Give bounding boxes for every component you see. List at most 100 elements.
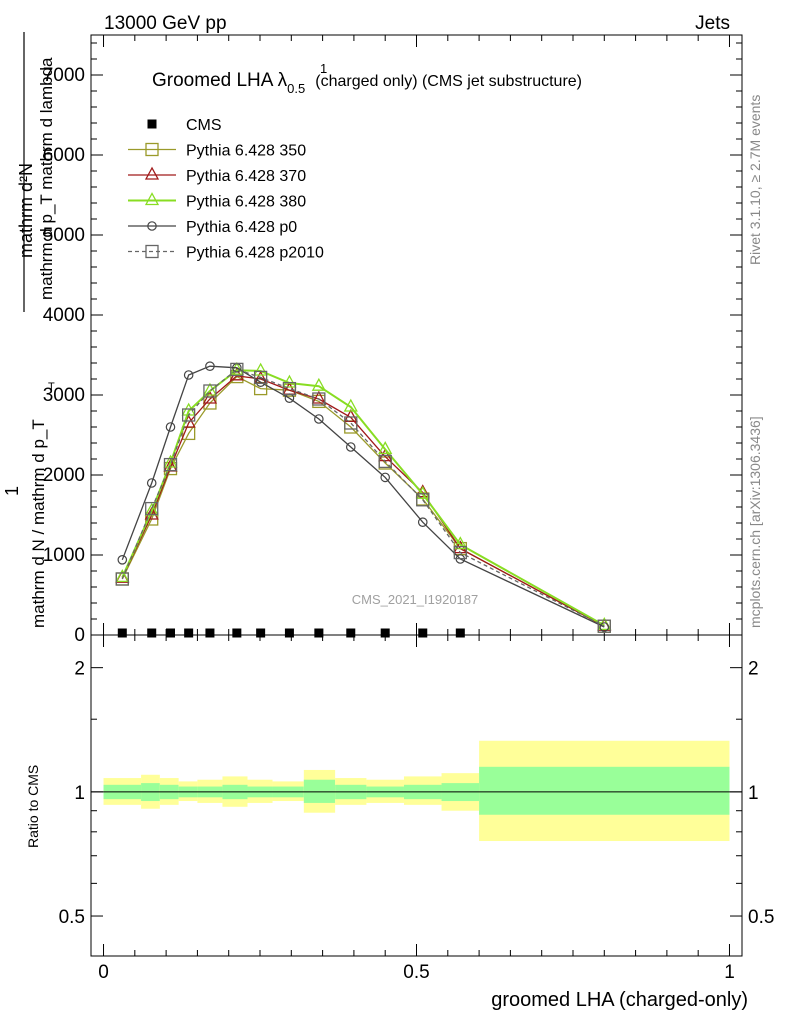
series-3 bbox=[115, 361, 612, 631]
ratio-band-inner bbox=[303, 779, 336, 803]
data-point bbox=[165, 422, 176, 432]
series-5 bbox=[115, 362, 611, 633]
legend-marker bbox=[144, 166, 160, 180]
main-ytick-label: 4000 bbox=[43, 305, 85, 326]
data-point bbox=[205, 361, 215, 371]
y-label-one: 1 bbox=[2, 486, 22, 496]
data-point bbox=[416, 493, 430, 507]
data-point bbox=[117, 554, 128, 565]
data-point bbox=[343, 398, 358, 412]
series-4 bbox=[117, 361, 610, 632]
legend-entry: CMS bbox=[147, 117, 222, 134]
main-plot-panel: 0 1000 2000 3000 4000 5000 6000 7000 CMS_2021_I… bbox=[2, 32, 743, 646]
legend-marker bbox=[144, 192, 160, 206]
ratio-ytick-label: 1 bbox=[74, 783, 85, 804]
data-point bbox=[345, 442, 356, 452]
ratio-ytick-label: 2 bbox=[74, 659, 85, 680]
main-y-label: mathrm d²N mathrm d p_T mathrm d lambda … bbox=[2, 57, 56, 628]
data-point bbox=[163, 454, 178, 468]
legend-entry: Pythia 6.428 p0 bbox=[128, 219, 297, 236]
ratio-ticks: 0.5 0.5 1 1 2 2 0 0.5 1 bbox=[59, 635, 774, 983]
legend-marker bbox=[145, 244, 159, 259]
data-point bbox=[378, 441, 393, 455]
legend-label: Pythia 6.428 380 bbox=[186, 194, 306, 211]
legend: CMS Pythia 6.428 350 Pythia 6.428 370 Pythi… bbox=[128, 117, 324, 262]
data-point bbox=[181, 408, 196, 422]
header-right-label: Jets bbox=[695, 13, 730, 34]
data-point bbox=[314, 628, 324, 638]
main-y-ticks: 0 1000 2000 3000 4000 5000 6000 7000 bbox=[43, 35, 742, 646]
data-point bbox=[343, 409, 358, 423]
legend-label: Pythia 6.428 370 bbox=[186, 168, 306, 185]
data-point bbox=[282, 374, 297, 388]
ratio-ytick-label: 0.5 bbox=[59, 907, 85, 928]
data-point bbox=[284, 628, 294, 638]
legend-marker bbox=[145, 142, 159, 157]
ratio-ytick-label-right: 2 bbox=[748, 659, 759, 680]
main-ytick-label: 7000 bbox=[43, 65, 85, 86]
data-point bbox=[599, 622, 610, 632]
ratio-ytick-label-right: 0.5 bbox=[748, 907, 774, 928]
series-line bbox=[121, 369, 605, 627]
legend-entry: Pythia 6.428 p2010 bbox=[128, 245, 324, 262]
data-point bbox=[378, 454, 392, 469]
main-ytick-label: 1000 bbox=[43, 545, 85, 566]
data-point bbox=[311, 377, 326, 391]
watermark: CMS_2021_I1920187 bbox=[352, 592, 479, 607]
data-point bbox=[453, 536, 468, 550]
main-ytick-label: 2000 bbox=[43, 465, 85, 486]
main-series-group bbox=[115, 361, 612, 638]
ratio-plot-frame bbox=[90, 634, 743, 957]
data-point bbox=[147, 628, 157, 638]
data-point bbox=[146, 478, 157, 488]
legend-label: Pythia 6.428 350 bbox=[186, 143, 306, 160]
data-point bbox=[165, 628, 175, 638]
data-point bbox=[346, 628, 356, 638]
data-point bbox=[115, 572, 129, 586]
plot-title-sub: 0.5 bbox=[287, 81, 305, 96]
plot-title-rest: (charged only) (CMS jet substructure) bbox=[315, 73, 582, 90]
data-point bbox=[597, 619, 611, 633]
data-point bbox=[230, 362, 244, 377]
data-point bbox=[418, 628, 428, 638]
data-point bbox=[453, 545, 467, 560]
plot-title-sup: 1 bbox=[320, 61, 327, 76]
legend-entry: Pythia 6.428 350 bbox=[128, 143, 306, 160]
ratio-xtick-label: 0.5 bbox=[403, 962, 429, 983]
data-point bbox=[311, 390, 326, 404]
legend-label: Pythia 6.428 p2010 bbox=[186, 245, 324, 262]
data-point bbox=[380, 472, 391, 483]
ratio-band-inner bbox=[479, 766, 730, 815]
data-point bbox=[202, 382, 218, 396]
data-point bbox=[253, 370, 268, 385]
plot-title: Groomed LHA λ0.5 (charged only) (CMS jet … bbox=[152, 70, 582, 96]
data-point bbox=[312, 392, 326, 406]
y-label-bottom-denominator: mathrm d N / mathrm d p_T bbox=[29, 419, 48, 628]
data-point bbox=[183, 370, 194, 380]
data-point bbox=[232, 628, 242, 638]
main-ytick-label: 3000 bbox=[43, 385, 85, 406]
main-ytick-label: 6000 bbox=[43, 145, 85, 166]
header-left-label: 13000 GeV pp bbox=[104, 13, 227, 34]
ratio-y-label: Ratio to CMS bbox=[25, 765, 41, 848]
plot-title-main: Groomed LHA λ bbox=[152, 70, 288, 91]
legend-entry: Pythia 6.428 370 bbox=[128, 166, 306, 185]
data-point bbox=[253, 362, 268, 376]
data-point bbox=[117, 628, 127, 638]
legend-label: CMS bbox=[186, 117, 222, 134]
ratio-xtick-label: 0 bbox=[98, 962, 109, 983]
main-ytick-label: 0 bbox=[74, 625, 85, 646]
y-label-top-denominator: mathrm d p_T mathrm d lambda bbox=[37, 57, 56, 300]
data-point bbox=[205, 628, 215, 638]
data-point bbox=[163, 457, 178, 472]
data-point bbox=[344, 416, 358, 430]
y-label-subscript: T bbox=[48, 381, 55, 393]
series-0 bbox=[117, 628, 465, 638]
data-point bbox=[184, 628, 194, 638]
ratio-ytick-label-right: 1 bbox=[748, 783, 759, 804]
series-line bbox=[121, 365, 605, 628]
ratio-xtick-label: 1 bbox=[724, 962, 735, 983]
data-point bbox=[380, 628, 390, 638]
legend-entry: Pythia 6.428 380 bbox=[128, 192, 306, 211]
